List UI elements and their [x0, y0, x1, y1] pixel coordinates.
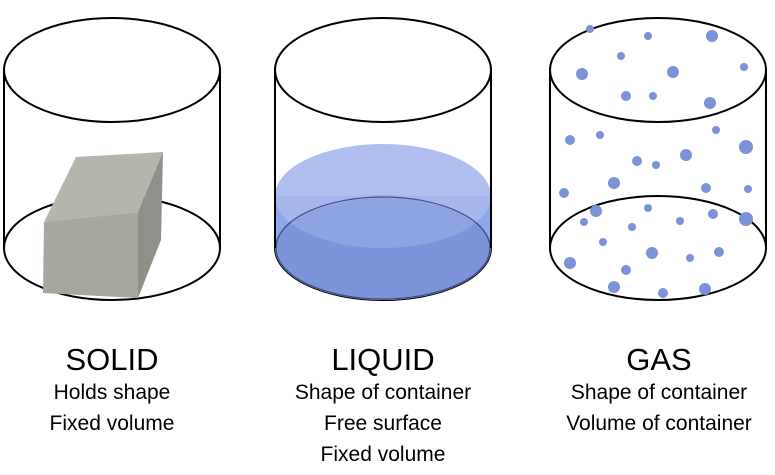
gas-particle: [686, 254, 694, 262]
gas-particle: [608, 177, 620, 189]
liquid-title: LIQUID: [331, 342, 435, 377]
gas-particle: [586, 25, 594, 33]
gas-particle: [680, 149, 692, 161]
gas-particle: [667, 66, 679, 78]
gas-particle: [704, 97, 716, 109]
gas-particle: [652, 161, 660, 169]
gas-property-2: Volume of container: [566, 412, 752, 435]
liquid-property-1: Shape of container: [294, 381, 472, 404]
gas-particle: [576, 68, 588, 80]
solid-container: [3, 17, 221, 301]
gas-particle: [712, 126, 720, 134]
gas-particle: [608, 281, 620, 293]
gas-particle: [658, 288, 668, 298]
gas-property-1: Shape of container: [570, 381, 748, 404]
liquid-label: LIQUID Shape of container Free surface F…: [270, 343, 496, 470]
gas-particle: [714, 247, 724, 257]
gas-particle: [628, 223, 636, 231]
gas-title: GAS: [626, 342, 692, 377]
gas-particle: [564, 257, 576, 269]
gas-particle: [646, 247, 658, 259]
gas-particle: [744, 185, 752, 193]
gas-particle: [599, 238, 607, 246]
solid-property-2: Fixed volume: [49, 412, 175, 435]
gas-particle: [676, 217, 684, 225]
gas-particle: [740, 63, 748, 71]
solid-property-1: Holds shape: [53, 381, 171, 404]
gas-particle: [590, 205, 602, 217]
gas-particle: [701, 183, 711, 193]
liquid-container: [274, 17, 492, 301]
gas-particle: [559, 188, 569, 198]
gas-particle: [708, 209, 718, 219]
gas-container: [549, 17, 767, 301]
gas-particle: [621, 91, 631, 101]
gas-particle: [739, 212, 753, 226]
liquid-property-3: Fixed volume: [320, 443, 446, 466]
gas-particle: [739, 140, 753, 154]
gas-particle: [596, 131, 604, 139]
gas-particle: [617, 52, 625, 60]
gas-particle: [621, 265, 631, 275]
gas-particle: [644, 32, 652, 40]
gas-particle: [565, 135, 575, 145]
gas-label: GAS Shape of container Volume of contain…: [545, 343, 773, 439]
gas-particle: [649, 92, 657, 100]
gas-particle: [632, 156, 642, 166]
liquid-body: [275, 144, 491, 300]
gas-particle: [706, 30, 718, 42]
solid-label: SOLID Holds shape Fixed volume: [12, 343, 212, 439]
solid-block: [43, 152, 163, 298]
liquid-property-2: Free surface: [324, 412, 442, 435]
solid-title: SOLID: [65, 342, 159, 377]
gas-particle: [644, 204, 652, 212]
gas-particle: [580, 218, 588, 226]
gas-particles: [559, 25, 753, 298]
gas-particle: [699, 283, 711, 295]
